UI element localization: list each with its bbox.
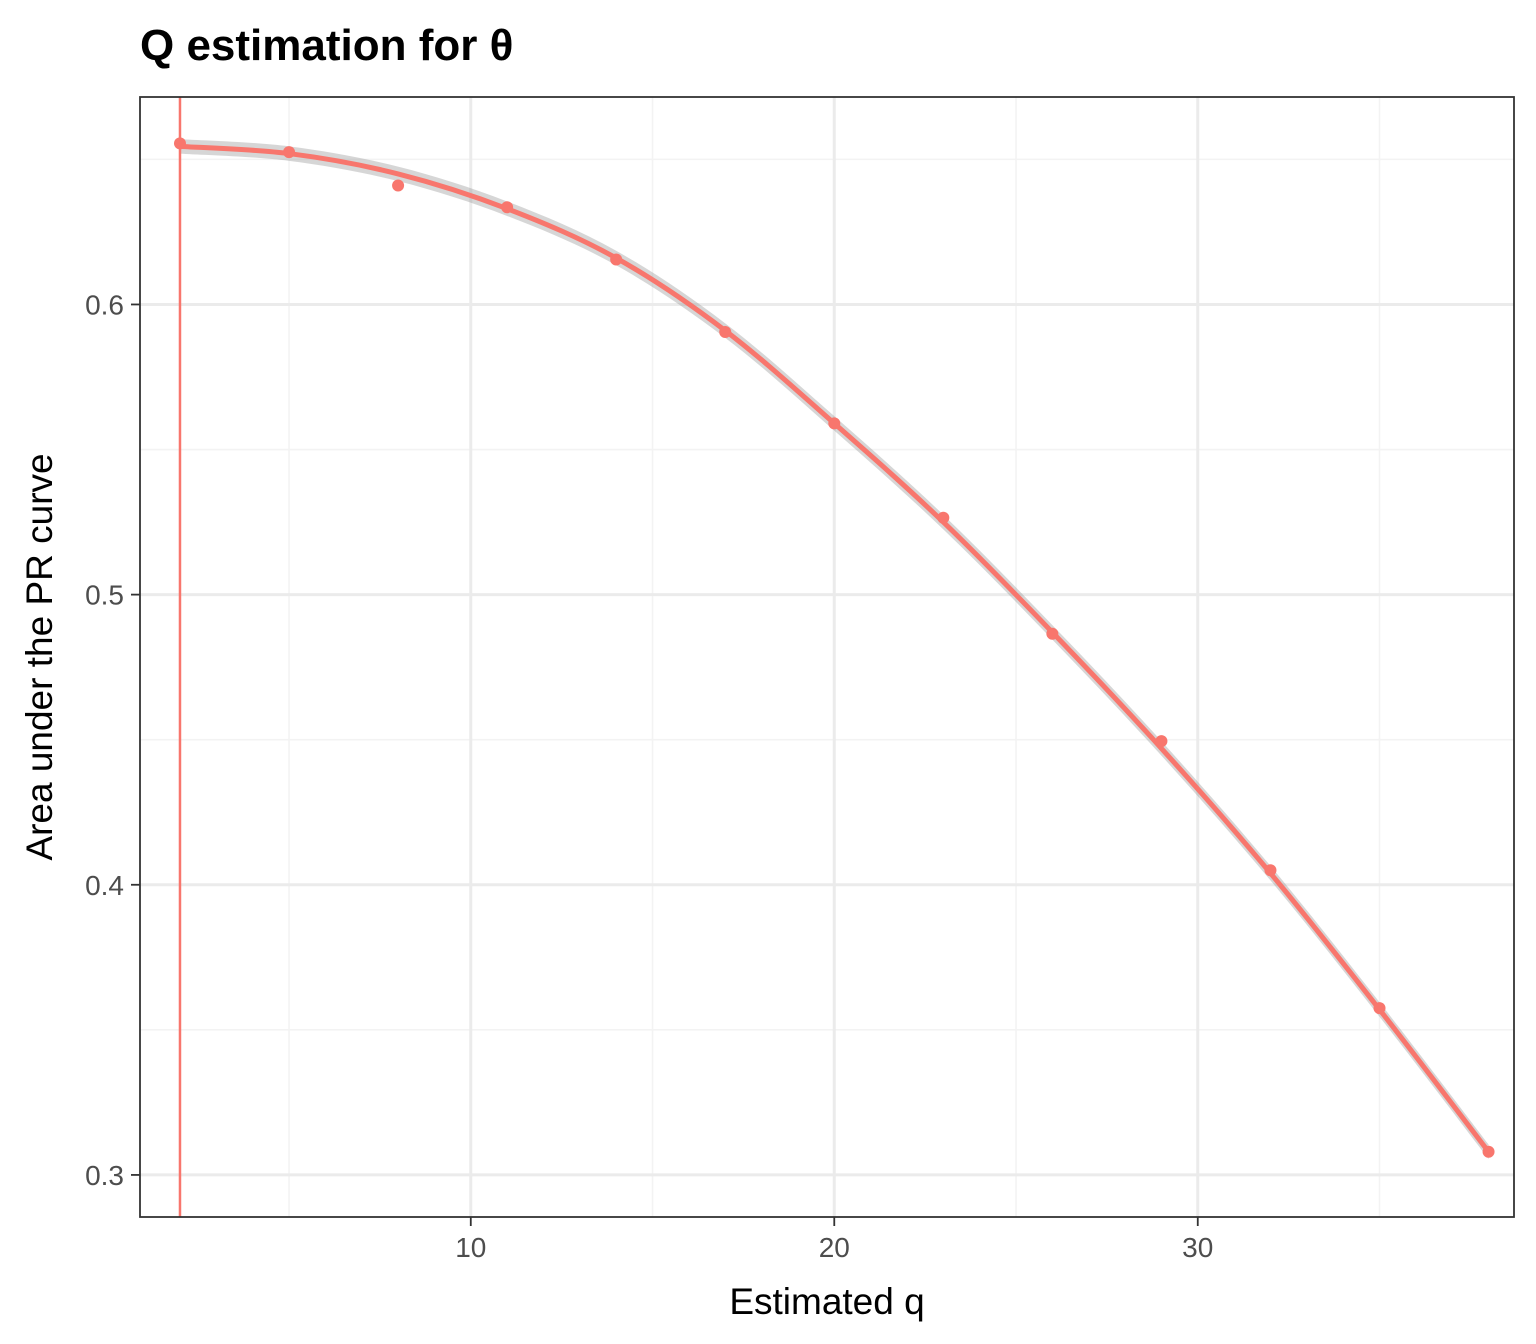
y-tick-label: 0.4	[85, 870, 124, 901]
chart-title: Q estimation for θ	[140, 21, 513, 70]
panel-border	[139, 96, 1515, 1218]
data-point	[1482, 1145, 1495, 1158]
y-axis-ticks: 0.3 0.4 0.5 0.6	[85, 289, 140, 1191]
x-axis-title: Estimated q	[729, 1281, 924, 1322]
data-point	[501, 201, 514, 214]
x-tick-label: 20	[819, 1232, 850, 1263]
data-point	[719, 326, 732, 339]
data-point	[937, 511, 950, 524]
y-tick-label: 0.5	[85, 580, 124, 611]
x-tick-label: 30	[1182, 1232, 1213, 1263]
data-points	[173, 137, 1495, 1158]
plot-panel	[139, 96, 1515, 1218]
data-point	[610, 253, 623, 266]
y-tick-label: 0.3	[85, 1160, 124, 1191]
data-point	[392, 179, 405, 192]
y-axis-title: Area under the PR curve	[19, 453, 60, 860]
data-point	[1155, 735, 1168, 748]
major-gridlines	[140, 97, 1514, 1217]
data-point	[1264, 864, 1277, 877]
smooth-fit-line	[179, 143, 1491, 1154]
data-point	[1373, 1002, 1386, 1015]
data-point	[173, 137, 186, 150]
data-point	[283, 146, 296, 159]
x-tick-label: 10	[455, 1232, 486, 1263]
data-point	[1046, 627, 1059, 640]
y-tick-label: 0.6	[85, 289, 124, 320]
data-point	[828, 417, 841, 430]
minor-gridlines	[140, 97, 1514, 1217]
x-axis-ticks: 10 20 30	[455, 1217, 1213, 1263]
